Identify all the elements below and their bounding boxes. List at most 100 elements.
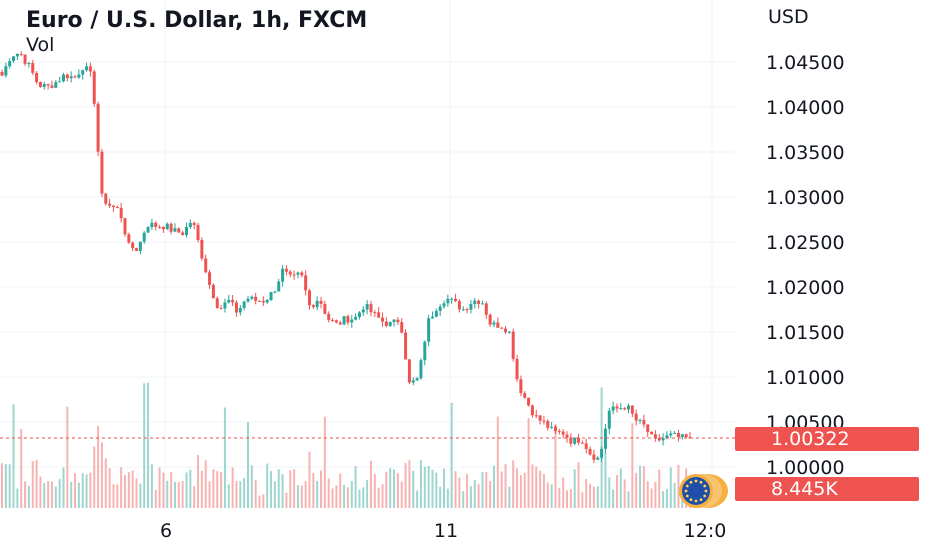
volume-bar — [181, 480, 184, 508]
volume-bar — [216, 471, 219, 508]
volume-bar — [127, 472, 130, 508]
volume-bar — [523, 472, 526, 508]
candle-body — [619, 408, 623, 410]
candle-body — [607, 410, 611, 429]
volume-bar — [427, 466, 430, 508]
candle-body — [580, 442, 584, 444]
candle-body — [400, 322, 404, 333]
candle-body — [165, 223, 169, 230]
candle-body — [423, 341, 427, 361]
candle-body — [46, 84, 50, 86]
volume-bar — [412, 470, 415, 508]
candle-body — [184, 227, 188, 236]
chart-title: Euro / U.S. Dollar, 1h, FXCM — [26, 8, 368, 33]
candle-body — [665, 435, 669, 439]
candle-body — [504, 328, 508, 333]
volume-bar — [366, 479, 369, 508]
volume-bar — [358, 489, 361, 508]
volume-bar — [443, 468, 446, 508]
volume-bar — [400, 481, 403, 508]
volume-bar — [527, 418, 530, 508]
candle-body — [515, 358, 519, 380]
candle-body — [88, 66, 92, 72]
candle-body — [427, 318, 431, 342]
candle-body — [542, 420, 546, 422]
candle-body — [8, 61, 12, 67]
candle-body — [258, 300, 262, 302]
x-tick-label: 12:0 — [684, 520, 727, 542]
candle-body — [553, 426, 557, 432]
volume-bar — [58, 479, 61, 508]
candle-body — [600, 448, 604, 458]
candle-body — [411, 380, 415, 383]
candle-body — [377, 312, 381, 318]
candle-body — [38, 82, 42, 87]
candle-body — [646, 424, 650, 432]
candle-body — [396, 319, 400, 323]
volume-bar — [389, 468, 392, 508]
volume-bar — [492, 465, 495, 508]
volume-bar — [546, 482, 549, 508]
candle-body — [615, 406, 619, 409]
candle-body — [461, 309, 465, 311]
volume-bar — [496, 416, 499, 508]
volume-bar — [158, 467, 161, 508]
candle-body — [77, 74, 81, 78]
volume-bar — [166, 480, 169, 508]
candle-body — [131, 242, 135, 249]
volume-bar — [312, 472, 315, 508]
volume-bar — [650, 488, 653, 508]
volume-bar — [170, 472, 173, 508]
candle-body — [557, 431, 561, 433]
volume-bar — [466, 474, 469, 508]
volume-bar — [377, 487, 380, 508]
volume-bar — [458, 477, 461, 508]
candle-body — [150, 222, 154, 228]
volume-bar — [193, 486, 196, 508]
volume-bar — [100, 442, 103, 508]
volume-bar — [254, 479, 257, 508]
volume-bar — [316, 480, 319, 508]
volume-bar — [235, 480, 238, 508]
candle-body — [438, 306, 442, 311]
candle-body — [361, 309, 365, 313]
volume-bar — [289, 470, 292, 508]
candle-body — [454, 298, 458, 302]
volume-bar — [550, 484, 553, 508]
candle-body — [354, 316, 358, 320]
candle-body — [12, 56, 16, 62]
candle-body — [265, 299, 269, 303]
candle-body — [284, 268, 288, 272]
volume-bar — [16, 488, 19, 508]
volume-bar — [416, 490, 419, 508]
volume-bar — [231, 467, 234, 508]
candle-body — [430, 316, 434, 319]
volume-bar — [277, 469, 280, 508]
volume-bar — [293, 469, 296, 508]
candle-body — [146, 227, 150, 233]
volume-bar — [504, 463, 507, 508]
volume-bar — [419, 460, 422, 508]
candle-body — [111, 205, 115, 208]
chart-grid — [0, 0, 735, 510]
candle-body — [388, 322, 392, 326]
volume-bar — [31, 461, 34, 508]
y-tick-label: 1.03000 — [766, 187, 845, 209]
candle-body — [227, 299, 231, 303]
volume-bar — [577, 462, 580, 508]
candle-body — [100, 151, 104, 194]
volume-bar — [585, 478, 588, 508]
volume-bar — [581, 492, 584, 508]
candle-body — [592, 454, 596, 460]
volume-bar — [1, 463, 3, 508]
candle-body — [569, 437, 573, 444]
volume-bar — [93, 446, 96, 508]
eu-flag-icon[interactable] — [664, 472, 730, 510]
candle-body — [196, 225, 200, 241]
candle-body — [42, 84, 46, 87]
candle-body — [15, 54, 19, 57]
candle-body — [577, 437, 581, 443]
candle-body — [115, 207, 119, 209]
candle-body — [603, 428, 607, 449]
